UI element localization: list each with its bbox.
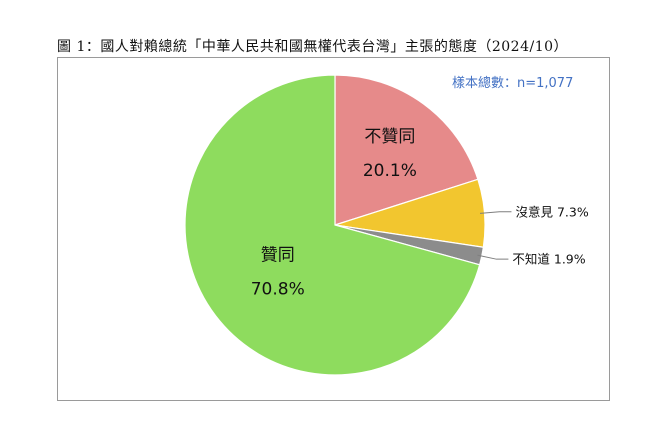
slice-label-1: 不贊同 [364,127,415,147]
leader-line-3 [477,254,509,260]
slice-label-3: 不知道 1.9% [512,252,585,267]
pie-slice-4 [184,74,481,376]
slice-label-2: 沒意見 7.3% [515,204,588,219]
slice-value-4: 70.8% [251,280,305,300]
sample-size-label: 樣本總數：n=1,077 [452,76,574,91]
leader-line-2 [479,211,512,214]
slice-value-1: 20.1% [363,161,417,181]
pie-slice-1 [334,74,479,226]
chart-frame [57,57,610,401]
chart-title: 圖 1：國人對賴總統「中華人民共和國無權代表台灣」主張的態度（2024/10） [57,39,569,55]
slice-label-4: 贊同 [261,246,295,266]
